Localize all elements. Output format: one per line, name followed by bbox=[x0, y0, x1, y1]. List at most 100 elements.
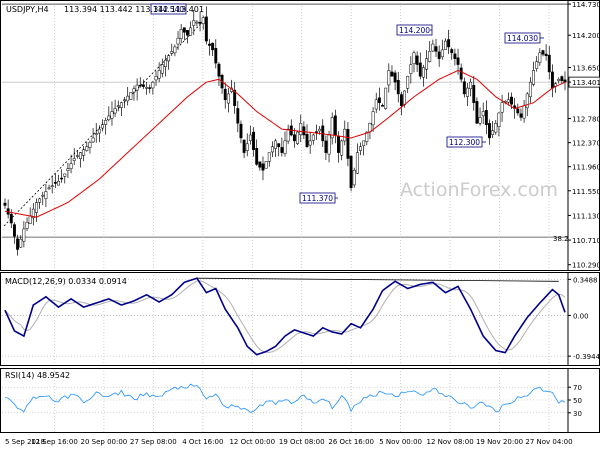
price-annotation-label: 114.030 bbox=[507, 34, 538, 43]
bullish-candle bbox=[170, 51, 174, 54]
bearish-candle bbox=[242, 139, 246, 153]
macd-line bbox=[4, 277, 566, 356]
bullish-candle bbox=[330, 117, 334, 139]
bullish-candle bbox=[318, 128, 322, 132]
bullish-candle bbox=[443, 40, 447, 50]
bullish-candle bbox=[69, 163, 73, 169]
bullish-candle bbox=[107, 115, 111, 121]
bearish-candle bbox=[302, 126, 306, 136]
bearish-candle bbox=[488, 123, 491, 139]
bullish-candle bbox=[270, 146, 274, 153]
bearish-candle bbox=[141, 84, 145, 87]
macd-trend-line bbox=[196, 277, 559, 282]
bullish-candle bbox=[491, 130, 495, 135]
bullish-candle bbox=[50, 185, 54, 187]
bearish-candle bbox=[16, 238, 20, 250]
bullish-candle bbox=[535, 61, 539, 69]
bullish-candle bbox=[387, 70, 391, 86]
bullish-candle bbox=[359, 146, 362, 151]
bullish-candle bbox=[466, 87, 469, 97]
bullish-candle bbox=[104, 120, 108, 125]
bullish-candle bbox=[126, 95, 130, 102]
bullish-candle bbox=[47, 187, 51, 190]
bullish-candle bbox=[299, 123, 303, 136]
bullish-candle bbox=[274, 140, 278, 149]
bullish-candle bbox=[308, 140, 312, 146]
bearish-candle bbox=[519, 113, 523, 118]
bearish-candle bbox=[399, 94, 403, 106]
bullish-candle bbox=[116, 105, 120, 107]
x-axis-label: 12 Nov 08:00 bbox=[426, 438, 473, 446]
bullish-candle bbox=[538, 52, 542, 63]
bearish-candle bbox=[324, 140, 328, 153]
x-axis-label: 12 Sep 16:00 bbox=[31, 438, 78, 446]
macd-tick-label: -0.3944 bbox=[573, 353, 600, 361]
bullish-candle bbox=[31, 208, 35, 219]
price-tick-label: 113.650 bbox=[572, 65, 600, 73]
bearish-candle bbox=[258, 161, 262, 168]
bullish-candle bbox=[226, 93, 230, 104]
bearish-candle bbox=[236, 108, 240, 124]
bearish-candle bbox=[462, 81, 466, 95]
bullish-candle bbox=[154, 76, 158, 81]
bullish-candle bbox=[85, 146, 89, 151]
bullish-candle bbox=[173, 46, 177, 54]
bullish-candle bbox=[412, 52, 416, 65]
bullish-candle bbox=[365, 131, 369, 142]
bullish-candle bbox=[123, 99, 127, 102]
macd-tick-label: 0.3488 bbox=[573, 276, 598, 284]
bearish-candle bbox=[434, 46, 438, 52]
bearish-candle bbox=[9, 213, 13, 224]
bearish-candle bbox=[563, 79, 567, 83]
bullish-candle bbox=[110, 111, 114, 119]
bullish-candle bbox=[97, 128, 101, 134]
bearish-candle bbox=[292, 134, 296, 142]
bearish-candle bbox=[12, 224, 16, 237]
bullish-candle bbox=[497, 112, 501, 127]
bearish-candle bbox=[315, 131, 318, 133]
price-annotation-label: 114.540 bbox=[153, 5, 184, 14]
rsi-tick-label: 70 bbox=[573, 384, 582, 392]
bullish-candle bbox=[469, 81, 473, 90]
bullish-candle bbox=[494, 123, 498, 133]
bullish-candle bbox=[167, 55, 171, 62]
bullish-candle bbox=[22, 228, 26, 242]
bullish-candle bbox=[296, 131, 300, 144]
bullish-candle bbox=[135, 84, 139, 91]
bearish-candle bbox=[472, 84, 476, 103]
rsi-line bbox=[4, 383, 566, 413]
price-annotation-label: 111.370 bbox=[302, 194, 333, 203]
price-tick-label: 111.130 bbox=[572, 212, 600, 220]
bearish-candle bbox=[53, 181, 57, 184]
bearish-candle bbox=[453, 53, 457, 59]
price-tick-label: 114.200 bbox=[572, 32, 600, 40]
bearish-candle bbox=[277, 143, 281, 147]
bullish-candle bbox=[525, 93, 529, 109]
bullish-candle bbox=[409, 64, 413, 74]
bearish-candle bbox=[377, 97, 381, 103]
bullish-candle bbox=[25, 222, 29, 229]
bullish-candle bbox=[35, 202, 38, 213]
x-axis-label: 5 Nov 00:00 bbox=[379, 438, 422, 446]
bearish-candle bbox=[346, 129, 350, 159]
bearish-candle bbox=[261, 163, 265, 171]
bullish-candle bbox=[19, 238, 23, 248]
bullish-candle bbox=[94, 133, 98, 135]
bearish-candle bbox=[349, 155, 353, 189]
bullish-candle bbox=[176, 37, 180, 45]
bullish-candle bbox=[283, 140, 287, 154]
bearish-candle bbox=[186, 30, 189, 36]
bullish-candle bbox=[428, 51, 432, 62]
bullish-candle bbox=[129, 92, 133, 100]
price-panel-ohlc: 113.394 113.442 113.342 113.401 bbox=[64, 5, 204, 14]
bullish-candle bbox=[500, 102, 504, 113]
bullish-candle bbox=[368, 123, 372, 133]
bullish-candle bbox=[528, 81, 532, 98]
bullish-candle bbox=[145, 87, 149, 89]
bearish-candle bbox=[390, 71, 394, 77]
bearish-candle bbox=[255, 148, 259, 165]
price-tick-label: 110.710 bbox=[572, 237, 600, 245]
bullish-candle bbox=[88, 142, 92, 148]
bullish-candle bbox=[57, 180, 60, 186]
